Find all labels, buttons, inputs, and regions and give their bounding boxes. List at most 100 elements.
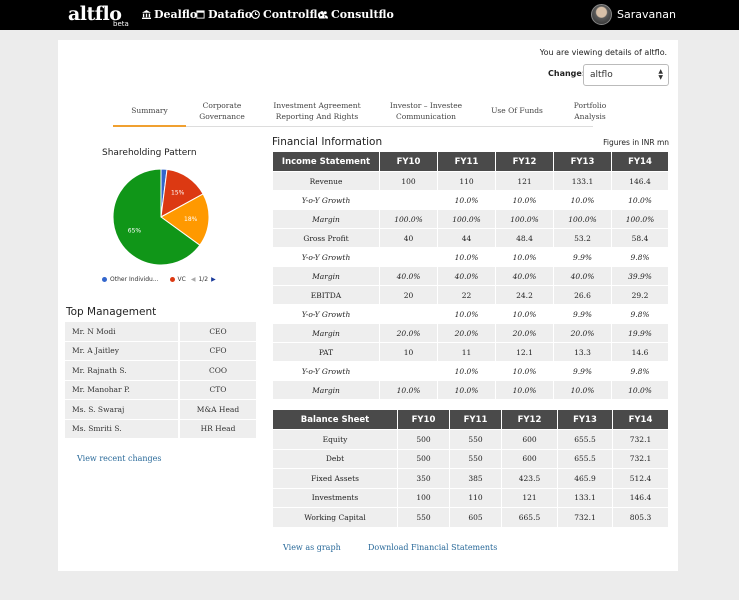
row-label: PAT xyxy=(273,343,379,361)
users-icon xyxy=(319,11,328,19)
table-row: Revenue 100 110 121 133.1 146.4 xyxy=(273,172,668,190)
nav-consultflo-label: Consultflo xyxy=(331,8,394,21)
table-row: Margin 40.0% 40.0% 40.0% 40.0% 39.9% xyxy=(273,267,668,285)
manager-role: COO xyxy=(180,361,256,380)
column-header-fy13: FY13 xyxy=(558,410,612,429)
table-cell: 20 xyxy=(380,286,437,304)
table-cell: 732.1 xyxy=(558,508,612,527)
table-cell: 500 xyxy=(398,449,449,468)
table-cell: 732.1 xyxy=(613,430,668,449)
table-cell: 100 xyxy=(398,488,449,507)
table-cell: 110 xyxy=(438,172,495,190)
legend-label-other-individuals: Other Individu... xyxy=(110,276,159,283)
pie-slice[interactable] xyxy=(112,168,201,266)
legend-prev-icon[interactable]: ◀ xyxy=(190,276,196,283)
income-statement-title-header: Income Statement xyxy=(273,152,379,171)
manager-name: Mr. N Modi xyxy=(65,322,180,341)
table-cell xyxy=(380,362,437,380)
table-cell: 11 xyxy=(438,343,495,361)
table-cell: 10.0% xyxy=(496,305,553,323)
table-cell: 40.0% xyxy=(438,267,495,285)
table-cell: 9.9% xyxy=(554,362,611,380)
row-label: Equity xyxy=(273,430,397,449)
table-row: Mr. Rajnath S. COO xyxy=(65,361,256,380)
tab-use-of-funds[interactable]: Use Of Funds xyxy=(491,106,543,115)
nav-dealflo[interactable]: Dealflo xyxy=(142,8,197,21)
app-logo[interactable]: altflo xyxy=(68,3,122,25)
tab-investment-agreement[interactable]: Investment Agreement Reporting And Right… xyxy=(273,100,361,121)
table-cell: 48.4 xyxy=(496,229,553,247)
row-label: Margin xyxy=(273,267,379,285)
column-header-fy11: FY11 xyxy=(450,410,501,429)
table-cell: 10.0% xyxy=(554,191,611,209)
tab-investor-communication[interactable]: Investor – Investee Communication xyxy=(389,100,463,121)
shareholding-title: Shareholding Pattern xyxy=(102,148,197,158)
table-row: Debt 500 550 600 655.5 732.1 xyxy=(273,449,668,468)
table-cell: 665.5 xyxy=(502,508,557,527)
manager-name: Ms. Smriti S. xyxy=(65,419,180,438)
tab-corporate-governance[interactable]: Corporate Governance xyxy=(199,100,245,121)
balance-sheet-header: Balance Sheet FY10 FY11 FY12 FY13 FY14 xyxy=(273,410,668,429)
table-cell: 100.0% xyxy=(612,210,668,228)
table-row: PAT 10 11 12.1 13.3 14.6 xyxy=(273,343,668,361)
select-arrows-icon: ▲ ▼ xyxy=(658,68,663,81)
table-row: Investments 100 110 121 133.1 146.4 xyxy=(273,488,668,507)
table-cell: 100.0% xyxy=(438,210,495,228)
row-label: Y-o-Y Growth xyxy=(273,362,379,380)
table-row: Y-o-Y Growth 10.0% 10.0% 10.0% 10.0% xyxy=(273,191,668,209)
manager-name: Ms. S. Swaraj xyxy=(65,400,180,419)
table-cell: 10.0% xyxy=(496,381,553,399)
table-cell: 22 xyxy=(438,286,495,304)
table-cell: 40.0% xyxy=(380,267,437,285)
tab-portfolio-analysis[interactable]: Portfolio Analysis xyxy=(573,100,607,121)
manager-name: Mr. Manohar P. xyxy=(65,380,180,399)
table-cell: 29.2 xyxy=(612,286,668,304)
table-row: Working Capital 550 605 665.5 732.1 805.3 xyxy=(273,508,668,527)
table-row: Y-o-Y Growth 10.0% 10.0% 9.9% 9.8% xyxy=(273,305,668,323)
balance-sheet-title-header: Balance Sheet xyxy=(273,410,397,429)
legend-next-icon[interactable]: ▶ xyxy=(211,276,216,283)
nav-datafio[interactable]: Datafio xyxy=(196,8,252,21)
table-cell: 805.3 xyxy=(613,508,668,527)
column-header-fy10: FY10 xyxy=(380,152,437,171)
company-select[interactable]: altflo ▲ ▼ xyxy=(583,64,669,86)
table-row: Gross Profit 40 44 48.4 53.2 58.4 xyxy=(273,229,668,247)
table-row: Y-o-Y Growth 10.0% 10.0% 9.9% 9.8% xyxy=(273,362,668,380)
pie-slice[interactable] xyxy=(160,193,210,246)
row-label: Margin xyxy=(273,381,379,399)
row-label: Debt xyxy=(273,449,397,468)
user-name[interactable]: Saravanan xyxy=(617,8,676,21)
table-cell: 512.4 xyxy=(613,469,668,488)
table-row: Ms. S. Swaraj M&A Head xyxy=(65,400,256,419)
avatar[interactable] xyxy=(591,4,612,25)
table-cell: 10.0% xyxy=(438,248,495,266)
table-cell: 44 xyxy=(438,229,495,247)
logo-beta-tag: beta xyxy=(113,20,129,28)
table-cell: 10.0% xyxy=(496,248,553,266)
table-row: Fixed Assets 350 385 423.5 465.9 512.4 xyxy=(273,469,668,488)
nav-controlflo[interactable]: Controlflo xyxy=(251,8,325,21)
nav-consultflo[interactable]: Consultflo xyxy=(319,8,394,21)
view-recent-changes-link[interactable]: View recent changes xyxy=(77,454,162,463)
row-label: Y-o-Y Growth xyxy=(273,305,379,323)
table-cell: 655.5 xyxy=(558,449,612,468)
table-cell: 100.0% xyxy=(380,210,437,228)
column-header-fy12: FY12 xyxy=(496,152,553,171)
download-financial-statements-link[interactable]: Download Financial Statements xyxy=(368,543,498,552)
row-label: Working Capital xyxy=(273,508,397,527)
legend-dot-vc xyxy=(169,277,175,282)
table-cell: 40.0% xyxy=(554,267,611,285)
column-header-fy12: FY12 xyxy=(502,410,557,429)
view-as-graph-link[interactable]: View as graph xyxy=(283,543,341,552)
table-cell: 10.0% xyxy=(496,362,553,380)
tab-summary[interactable]: Summary xyxy=(113,95,186,127)
table-cell: 39.9% xyxy=(612,267,668,285)
row-label: Investments xyxy=(273,488,397,507)
table-cell: 10.0% xyxy=(380,381,437,399)
legend-page-indicator: 1/2 xyxy=(198,276,209,283)
figures-unit-note: Figures in INR mn xyxy=(603,138,669,147)
table-cell xyxy=(380,248,437,266)
window-icon xyxy=(196,10,205,19)
balance-sheet-table: Balance Sheet FY10 FY11 FY12 FY13 FY14 Equity… xyxy=(272,409,669,528)
clock-icon xyxy=(251,10,260,19)
